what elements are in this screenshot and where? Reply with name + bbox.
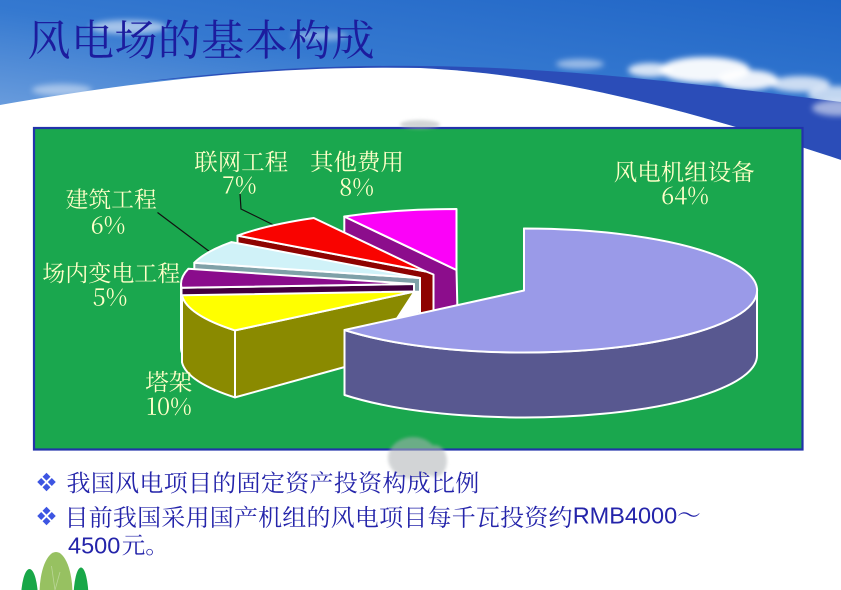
svg-text:4500: 4500 — [68, 533, 120, 559]
svg-text:RMB4000: RMB4000 — [573, 503, 678, 529]
